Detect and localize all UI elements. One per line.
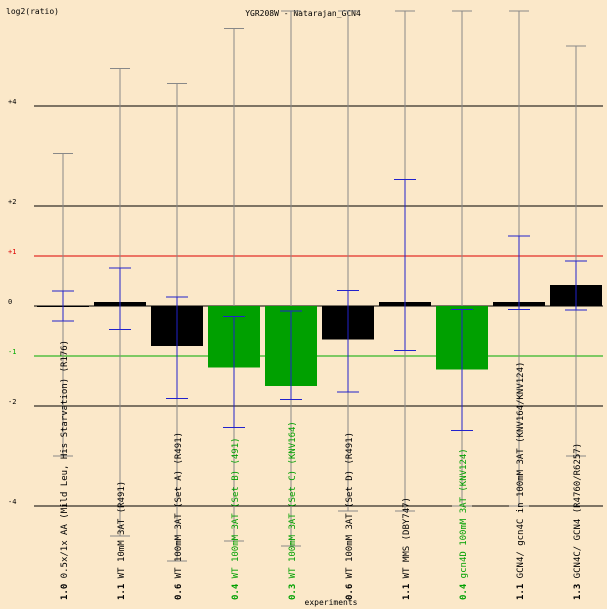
category-text: WT 100mM 3AT (Set D) (R491) — [345, 432, 355, 578]
y-tick-label: +4 — [8, 98, 16, 106]
category-prefix: 1.1 — [516, 578, 526, 600]
chart-title: YGR208W - Natarajan_GCN4 — [245, 9, 361, 18]
category-prefix: 1.0 — [60, 578, 70, 600]
category-prefix: 0.4 — [459, 578, 469, 600]
category-label-1: 1.1 WT 10mM 3AT (R491) — [117, 481, 127, 600]
category-prefix: 0.3 — [288, 578, 298, 600]
category-label-8: 1.1 GCN4/ gcn4C in 100mM 3AT (KNV164/KNV… — [516, 362, 526, 600]
y-tick-label: -1 — [8, 348, 16, 356]
y-tick-label: -2 — [8, 398, 16, 406]
category-text: GCN4C/ GCN4 (R4760/R6257) — [573, 443, 583, 578]
error-bar-layer — [52, 179, 587, 431]
category-label-5: 0.6 WT 100mM 3AT (Set D) (R491) — [345, 432, 355, 600]
category-text: GCN4/ gcn4C in 100mM 3AT (KNV164/KNV124) — [516, 362, 526, 579]
y-tick-label: +2 — [8, 198, 16, 206]
tick-layer: +4 +2 +1 0 -1 -2 -4 — [8, 98, 16, 506]
category-text: 0.5x/1x AA (Mild Leu, His Starvation) (R… — [60, 340, 70, 578]
category-text: WT 100mM 3AT (Set C) (KNV164) — [288, 421, 298, 578]
category-text: WT 10mM 3AT (R491) — [117, 481, 127, 579]
y-tick-label: +1 — [8, 248, 16, 256]
category-label-4: 0.3 WT 100mM 3AT (Set C) (KNV164) — [288, 421, 298, 600]
category-text: gcn4D 100mM 3AT (KNV124) — [459, 448, 469, 578]
category-prefix: 0.4 — [231, 578, 241, 600]
category-prefix: 0.6 — [345, 578, 355, 600]
category-label-3: 0.4 WT 100mM 3AT (Set B) (491) — [231, 437, 241, 600]
category-label-layer: 1.0 0.5x/1x AA (Mild Leu, His Starvation… — [60, 340, 583, 600]
category-prefix: 1.3 — [573, 578, 583, 600]
category-prefix: 0.6 — [174, 578, 184, 600]
category-label-0: 1.0 0.5x/1x AA (Mild Leu, His Starvation… — [60, 340, 70, 600]
category-text: WT 100mM 3AT (Set A) (R491) — [174, 432, 184, 578]
y-tick-label: -4 — [8, 498, 16, 506]
y-tick-label: 0 — [8, 298, 12, 306]
category-label-9: 1.3 GCN4C/ GCN4 (R4760/R6257) — [573, 443, 583, 600]
category-text: WT MMS (DBY747) — [402, 497, 412, 578]
y-axis-label: log2(ratio) — [6, 7, 59, 16]
grid-layer — [34, 105, 603, 507]
category-label-6: 1.1 WT MMS (DBY747) — [402, 497, 412, 600]
x-axis-label: experiments — [305, 598, 358, 607]
category-label-7: 0.4 gcn4D 100mM 3AT (KNV124) — [459, 448, 469, 600]
category-prefix: 1.1 — [402, 578, 412, 600]
category-label-2: 0.6 WT 100mM 3AT (Set A) (R491) — [174, 432, 184, 600]
category-prefix: 1.1 — [117, 578, 127, 600]
category-text: WT 100mM 3AT (Set B) (491) — [231, 437, 241, 578]
